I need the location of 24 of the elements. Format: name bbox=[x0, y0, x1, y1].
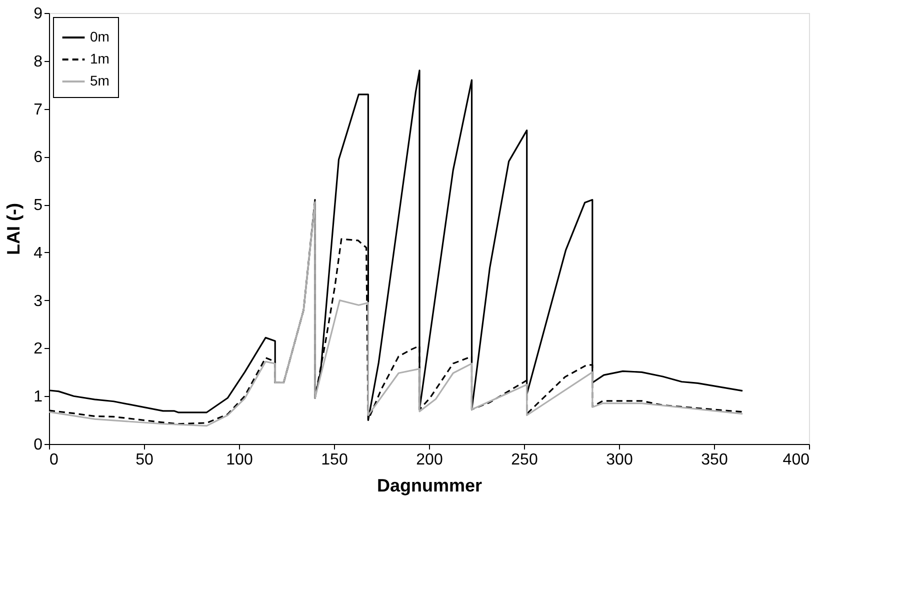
y-tick-label: 5 bbox=[34, 197, 43, 214]
x-tick-label: 100 bbox=[226, 452, 253, 468]
x-tick-label: 400 bbox=[782, 452, 810, 468]
x-tick-label: 0 bbox=[50, 452, 58, 468]
y-tick-label: 8 bbox=[34, 53, 43, 70]
x-tick-label: 250 bbox=[511, 452, 538, 468]
x-axis-title: Dagnummer bbox=[376, 476, 482, 496]
legend-label: 5m bbox=[90, 72, 110, 88]
y-tick-label: 7 bbox=[34, 101, 43, 118]
y-tick-label: 6 bbox=[34, 149, 43, 166]
y-tick-label: 3 bbox=[34, 292, 43, 310]
y-tick-label: 9 bbox=[34, 6, 43, 22]
x-tick-label: 50 bbox=[136, 452, 154, 468]
legend-label: 0m bbox=[90, 28, 110, 44]
x-tick-label: 150 bbox=[321, 452, 348, 468]
y-tick-label: 4 bbox=[34, 244, 43, 262]
x-tick-label: 350 bbox=[701, 452, 728, 468]
legend-label: 1m bbox=[90, 50, 110, 66]
y-tick-label: 2 bbox=[34, 340, 43, 358]
x-tick-label: 300 bbox=[606, 452, 633, 468]
y-tick-label: 1 bbox=[34, 388, 43, 406]
x-tick-label: 200 bbox=[416, 452, 443, 468]
y-tick-label: 0 bbox=[34, 436, 43, 454]
y-axis-title: LAI (-) bbox=[4, 203, 24, 255]
